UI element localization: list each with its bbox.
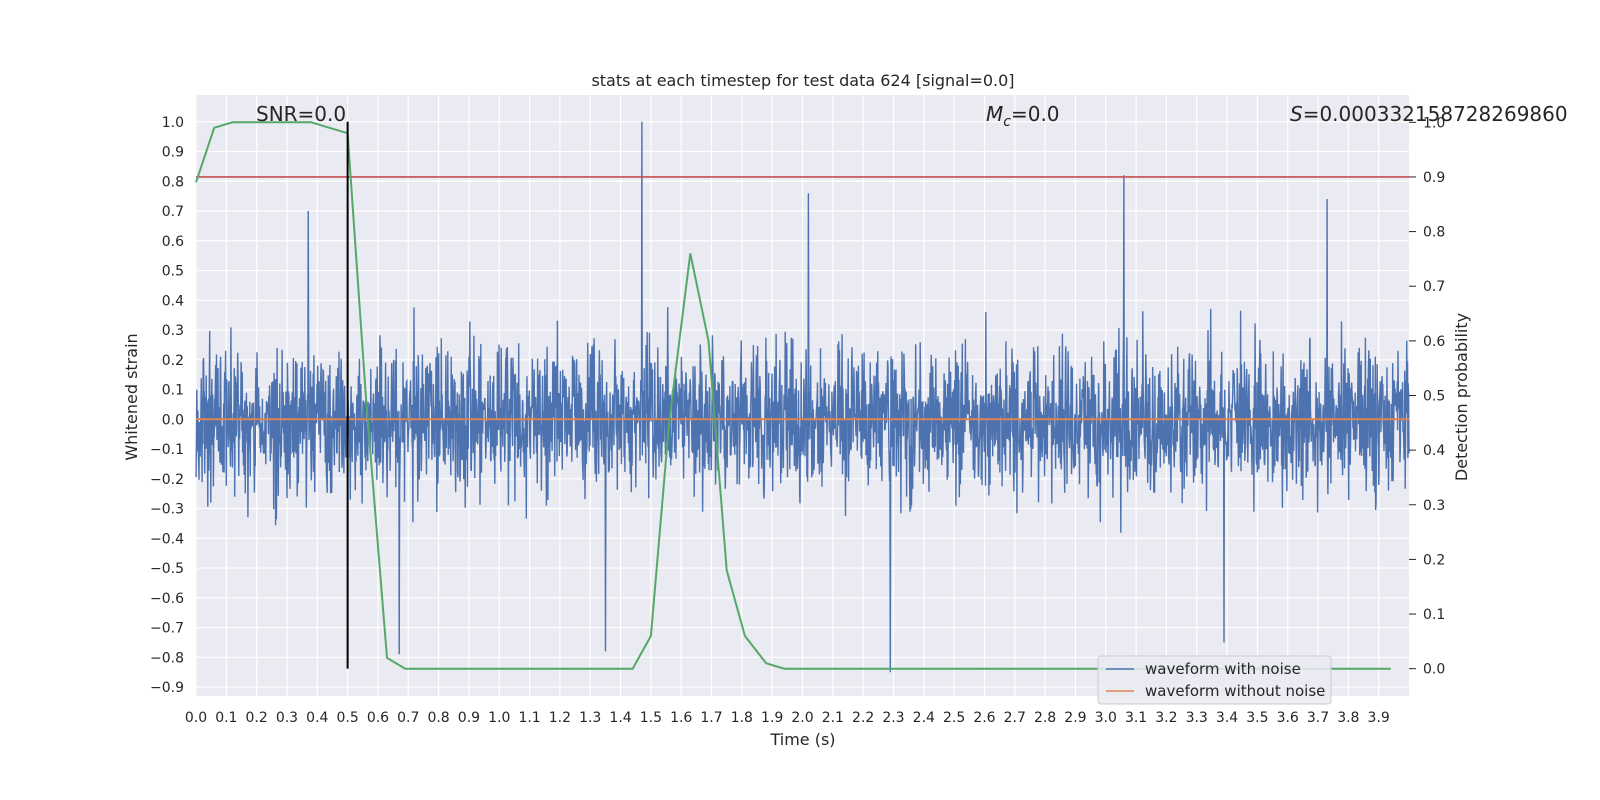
x-axis-label: Time (s)	[769, 730, 835, 749]
x-tick-label: 0.2	[246, 710, 268, 726]
x-tick-label: 2.8	[1034, 710, 1056, 726]
legend: waveform with noise waveform without noi…	[1097, 655, 1332, 705]
s-symbol: S	[1290, 102, 1303, 126]
x-tick-label: 0.6	[367, 710, 389, 726]
x-tick-label: 3.9	[1368, 710, 1390, 726]
x-tick-label: 3.3	[1186, 710, 1208, 726]
s-annotation: S=0.000332158728269860	[1290, 102, 1568, 126]
y2-tick-label: 0.2	[1423, 552, 1445, 568]
x-tick-label: 0.4	[306, 710, 328, 726]
x-tick-label: 1.7	[700, 710, 722, 726]
y-tick-label: −0.9	[150, 680, 184, 696]
y2-tick-label: 0.4	[1423, 443, 1445, 459]
y-tick-label: 0.8	[162, 174, 184, 190]
x-tick-label: 1.4	[609, 710, 631, 726]
mc-value: =0.0	[1011, 102, 1060, 126]
y-tick-label: 0.9	[162, 145, 184, 161]
x-tick-label: 2.9	[1064, 710, 1086, 726]
x-tick-label: 3.8	[1337, 710, 1359, 726]
x-tick-label: 1.5	[640, 710, 662, 726]
x-tick-label: 2.2	[852, 710, 874, 726]
y-tick-label: −0.3	[150, 502, 184, 518]
legend-box	[1097, 655, 1332, 705]
x-tick-label: 2.7	[1004, 710, 1026, 726]
x-tick-label: 0.9	[458, 710, 480, 726]
y2-tick-label: 0.8	[1423, 225, 1445, 241]
x-tick-label: 2.3	[882, 710, 904, 726]
x-tick-label: 3.0	[1095, 710, 1117, 726]
y-tick-label: −0.8	[150, 650, 184, 666]
x-tick-label: 2.0	[791, 710, 813, 726]
legend-label-noise: waveform with noise	[1145, 660, 1301, 678]
y-tick-labels: 1.0 0.9 0.8 0.7 0.6 0.5 0.4 0.3 0.2 0.1 0.0 −0.1 −0.…	[150, 115, 184, 696]
waveform-with-noise-line	[195, 121, 1410, 673]
y-tick-label: 1.0	[162, 115, 184, 131]
y-tick-label: 0.5	[162, 264, 184, 280]
x-tick-label: 3.5	[1246, 710, 1268, 726]
x-tick-label: 2.1	[822, 710, 844, 726]
x-tick-label: 2.6	[973, 710, 995, 726]
waveform-with-noise-series	[195, 121, 1410, 673]
x-tick-label: 1.2	[549, 710, 571, 726]
y2-tick-label: 0.6	[1423, 334, 1445, 350]
y-tick-label: −0.7	[150, 621, 184, 637]
x-tick-label: 3.1	[1125, 710, 1147, 726]
y-tick-label: 0.6	[162, 234, 184, 250]
y2-tick-label: 0.9	[1423, 170, 1445, 186]
y2-tick-label: 0.7	[1423, 279, 1445, 295]
y-tick-label: −0.6	[150, 591, 184, 607]
legend-label-clean: waveform without noise	[1145, 682, 1325, 700]
x-tick-label: 0.1	[215, 710, 237, 726]
chart-title: stats at each timestep for test data 624…	[591, 71, 1014, 90]
x-tick-label: 2.4	[913, 710, 935, 726]
x-tick-label: 0.0	[185, 710, 207, 726]
y2-tick-label: 0.3	[1423, 498, 1445, 514]
x-tick-label: 0.5	[336, 710, 358, 726]
x-tick-label: 0.8	[427, 710, 449, 726]
y2-tick-label: 0.1	[1423, 607, 1445, 623]
y2-axis-label: Detection probability	[1452, 313, 1471, 481]
x-tick-label: 0.7	[397, 710, 419, 726]
snr-annotation: SNR=0.0	[256, 102, 346, 126]
x-tick-label: 0.3	[276, 710, 298, 726]
mc-annotation: Mc=0.0	[986, 102, 1060, 130]
y2-tick-label: 1.0	[1423, 115, 1445, 131]
y-axis-label: Whitened strain	[122, 333, 141, 460]
y-tick-label: −0.1	[150, 442, 184, 458]
s-value: =0.000332158728269860	[1303, 102, 1568, 126]
mc-symbol: M	[986, 102, 1003, 126]
y2-tick-label: 0.0	[1423, 662, 1445, 678]
y-tick-label: 0.0	[162, 412, 184, 428]
y2-tick-label: 0.5	[1423, 389, 1445, 405]
y-tick-label: −0.2	[150, 472, 184, 488]
x-tick-label: 3.4	[1216, 710, 1238, 726]
y-tick-label: 0.7	[162, 204, 184, 220]
y-tick-label: −0.5	[150, 561, 184, 577]
x-tick-label: 2.5	[943, 710, 965, 726]
x-tick-label: 3.2	[1155, 710, 1177, 726]
x-tick-label: 1.9	[761, 710, 783, 726]
y-tick-label: −0.4	[150, 531, 184, 547]
y-tick-label: 0.1	[162, 383, 184, 399]
x-tick-label: 1.3	[579, 710, 601, 726]
x-tick-label: 1.8	[731, 710, 753, 726]
y2-tick-labels: 1.0 0.9 0.8 0.7 0.6 0.5 0.4 0.3 0.2 0.1 0.0	[1409, 115, 1445, 678]
mc-subscript: c	[1003, 114, 1011, 130]
x-tick-label: 1.1	[518, 710, 540, 726]
x-tick-label: 3.6	[1277, 710, 1299, 726]
y-tick-label: 0.4	[162, 293, 184, 309]
x-tick-labels: 0.0 0.1 0.2 0.3 0.4 0.5 0.6 0.7 0.8 0.9 1.0 1.1 1.2 1…	[185, 710, 1390, 726]
y-tick-label: 0.2	[162, 353, 184, 369]
x-tick-label: 1.6	[670, 710, 692, 726]
y-tick-label: 0.3	[162, 323, 184, 339]
x-tick-label: 3.7	[1307, 710, 1329, 726]
x-tick-label: 1.0	[488, 710, 510, 726]
